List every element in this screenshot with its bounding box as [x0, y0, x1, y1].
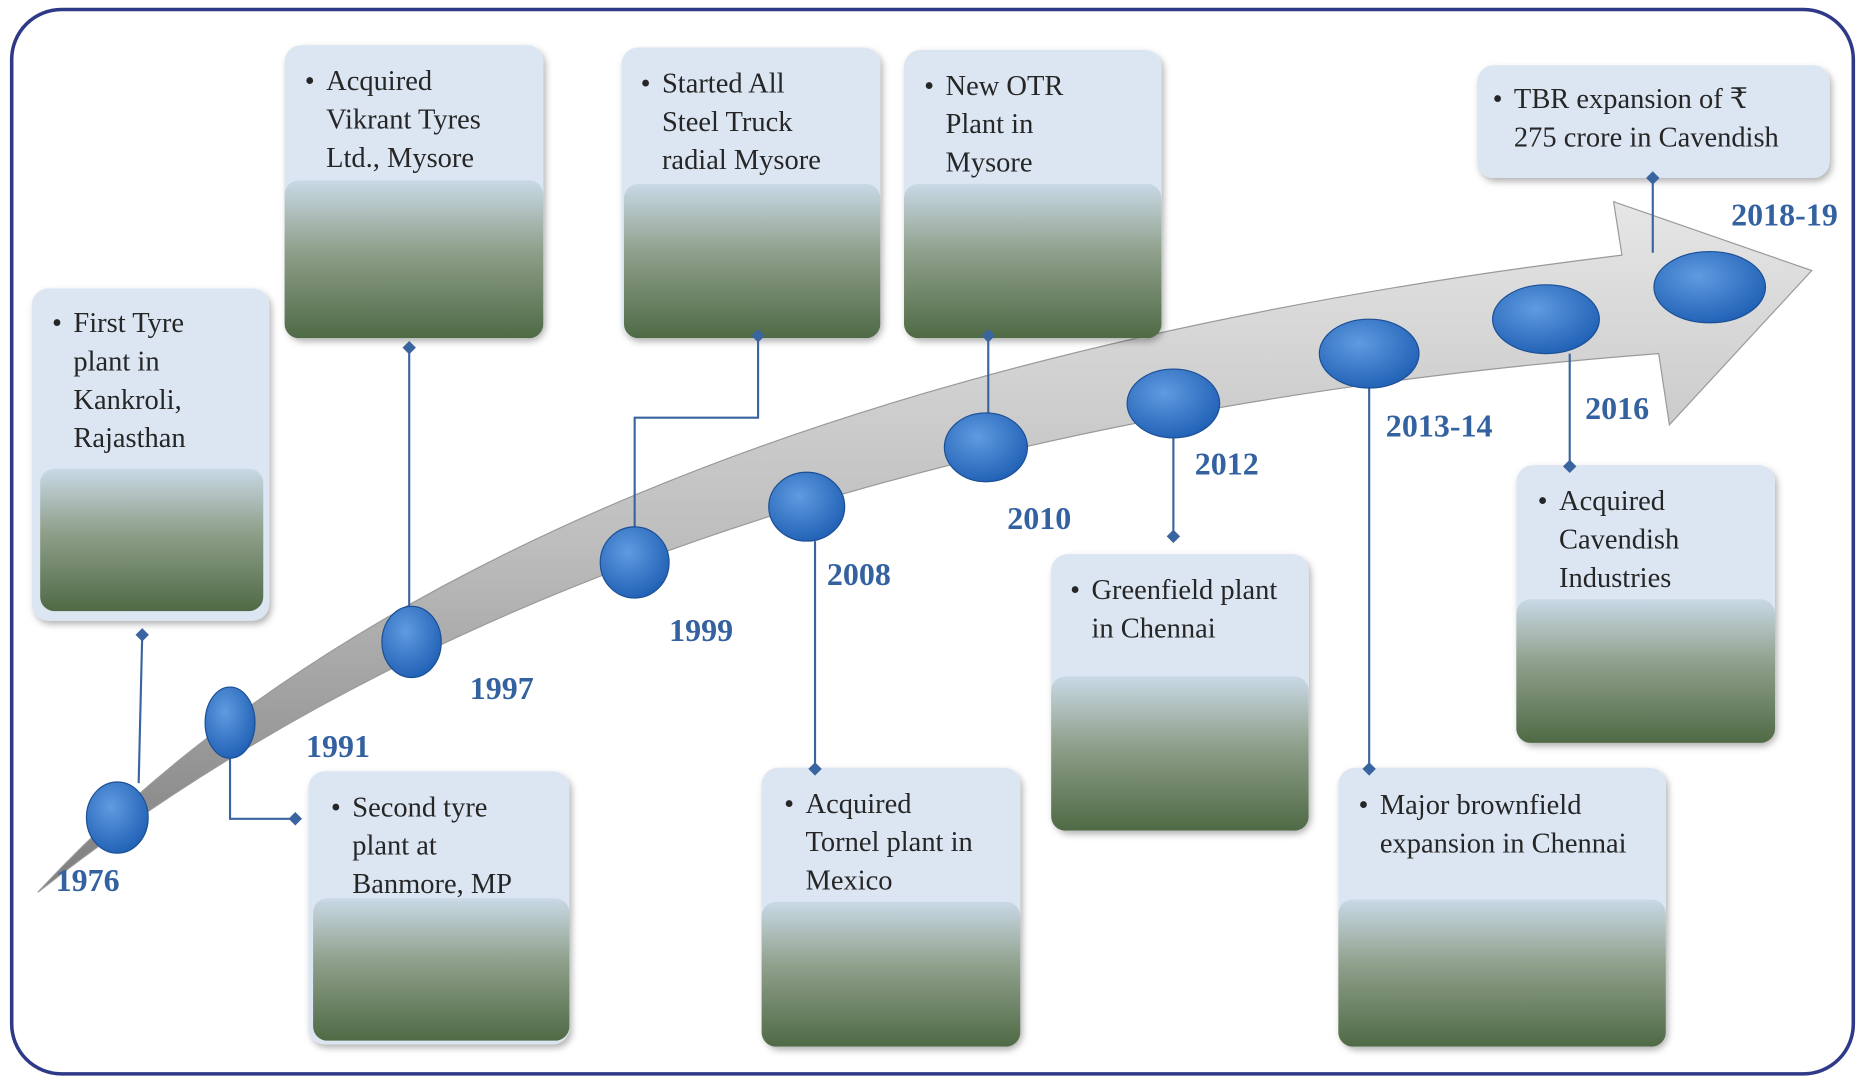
milestone-text: Major brownfield	[1380, 790, 1582, 821]
milestone: • Started All Steel Truck radial Mysore 1999	[599, 47, 881, 648]
photo	[1051, 676, 1309, 831]
milestone-text: Mexico	[806, 865, 893, 896]
milestone: • Acquired Tornel plant in Mexico 2008	[761, 471, 1021, 1047]
year-marker	[1126, 368, 1221, 439]
year-label: 2016	[1585, 390, 1649, 426]
year-label: 2013-14	[1386, 408, 1493, 444]
bullet: •	[1358, 790, 1368, 821]
year-label: 1999	[669, 612, 733, 648]
bullet: •	[305, 66, 315, 97]
connector-diamond	[981, 329, 995, 343]
milestone-text: plant at	[352, 831, 437, 862]
bullet: •	[1538, 486, 1548, 517]
milestone: • TBR expansion of ₹ 275 crore in Cavendis…	[1477, 65, 1838, 324]
milestone-text: TBR expansion of ₹	[1514, 84, 1748, 115]
year-marker	[1491, 284, 1600, 355]
milestone-text: expansion in Chennai	[1380, 828, 1627, 859]
milestone-text: Steel Truck	[662, 107, 793, 138]
year-label: 2010	[1007, 500, 1071, 536]
milestone: • Acquired Vikrant Tyres Ltd., Mysore 1997	[284, 45, 544, 706]
milestone-text: plant in	[73, 347, 159, 378]
connector	[633, 335, 760, 527]
year-label: 1976	[56, 862, 120, 898]
milestone-text: Banmore, MP	[352, 869, 512, 900]
milestone-text: Acquired	[326, 66, 432, 97]
year-label: 1991	[306, 728, 370, 764]
photo	[40, 468, 264, 612]
connector-diamond	[751, 329, 765, 343]
milestone: • Major brownfield expansion in Chennai 201…	[1318, 318, 1666, 1047]
milestone-text: Plant in	[946, 109, 1034, 140]
photo	[1516, 599, 1775, 743]
milestone: • Greenfield plant in Chennai 2012	[1051, 368, 1309, 831]
milestone-text: in Chennai	[1092, 614, 1216, 645]
connector-diamond	[402, 340, 416, 355]
milestone: • New OTR Plant in Mysore 2010	[904, 49, 1162, 536]
milestone-text: Mysore	[946, 148, 1033, 179]
year-marker	[599, 526, 670, 599]
bullet: •	[641, 69, 651, 100]
year-marker	[943, 412, 1029, 483]
milestone-text: Rajasthan	[73, 423, 185, 454]
photo	[284, 180, 544, 339]
photo	[761, 901, 1021, 1047]
photo	[623, 183, 881, 339]
milestone-text: Acquired	[1559, 486, 1665, 517]
milestone-text: 275 crore in Cavendish	[1514, 122, 1779, 153]
bullet: •	[52, 308, 62, 339]
milestone: • Second tyre plant at Banmore, MP 1991	[204, 686, 570, 1045]
milestone-text: Acquired	[806, 789, 912, 820]
milestone-text: New OTR	[946, 71, 1064, 102]
connector-diamond	[808, 762, 822, 776]
year-marker	[85, 781, 149, 854]
milestone-text: Industries	[1559, 563, 1671, 594]
year-label: 2012	[1195, 446, 1259, 482]
milestone-text: radial Mysore	[662, 145, 821, 176]
year-label: 1997	[470, 670, 534, 706]
milestone-text: Second tyre	[352, 792, 487, 823]
milestone-text: Greenfield plant	[1092, 575, 1278, 606]
milestone-text: First Tyre	[73, 308, 184, 339]
milestone: • Acquired Cavendish Industries 2016	[1491, 284, 1775, 743]
photo	[904, 183, 1162, 339]
bullet: •	[1493, 84, 1503, 115]
year-marker	[1653, 250, 1767, 324]
milestone-text: Tornel plant in	[806, 827, 973, 858]
connector	[228, 758, 296, 820]
connector-diamond	[288, 812, 303, 826]
bullet: •	[784, 789, 794, 820]
photo	[313, 898, 570, 1041]
year-marker	[204, 686, 256, 759]
bullet: •	[924, 71, 934, 102]
year-marker	[1318, 318, 1420, 389]
connector	[137, 634, 144, 784]
photo	[1338, 899, 1666, 1047]
milestone-text: Ltd., Mysore	[326, 143, 474, 174]
year-marker	[768, 471, 846, 542]
bullet: •	[1070, 575, 1080, 606]
milestone-text: Vikrant Tyres	[326, 105, 481, 136]
milestone-text: Cavendish	[1559, 525, 1679, 556]
milestone: • First Tyre plant in Kankroli, Rajasthan 197…	[31, 288, 270, 898]
year-label: 2008	[827, 556, 891, 592]
bullet: •	[331, 792, 341, 823]
year-label: 2018-19	[1731, 196, 1838, 232]
milestone-text: Started All	[662, 69, 785, 100]
year-marker	[381, 605, 442, 679]
milestone-text: Kankroli,	[73, 385, 181, 416]
connector-diamond	[1166, 529, 1181, 544]
milestone-box	[1477, 65, 1830, 178]
connector-diamond	[1646, 171, 1660, 185]
